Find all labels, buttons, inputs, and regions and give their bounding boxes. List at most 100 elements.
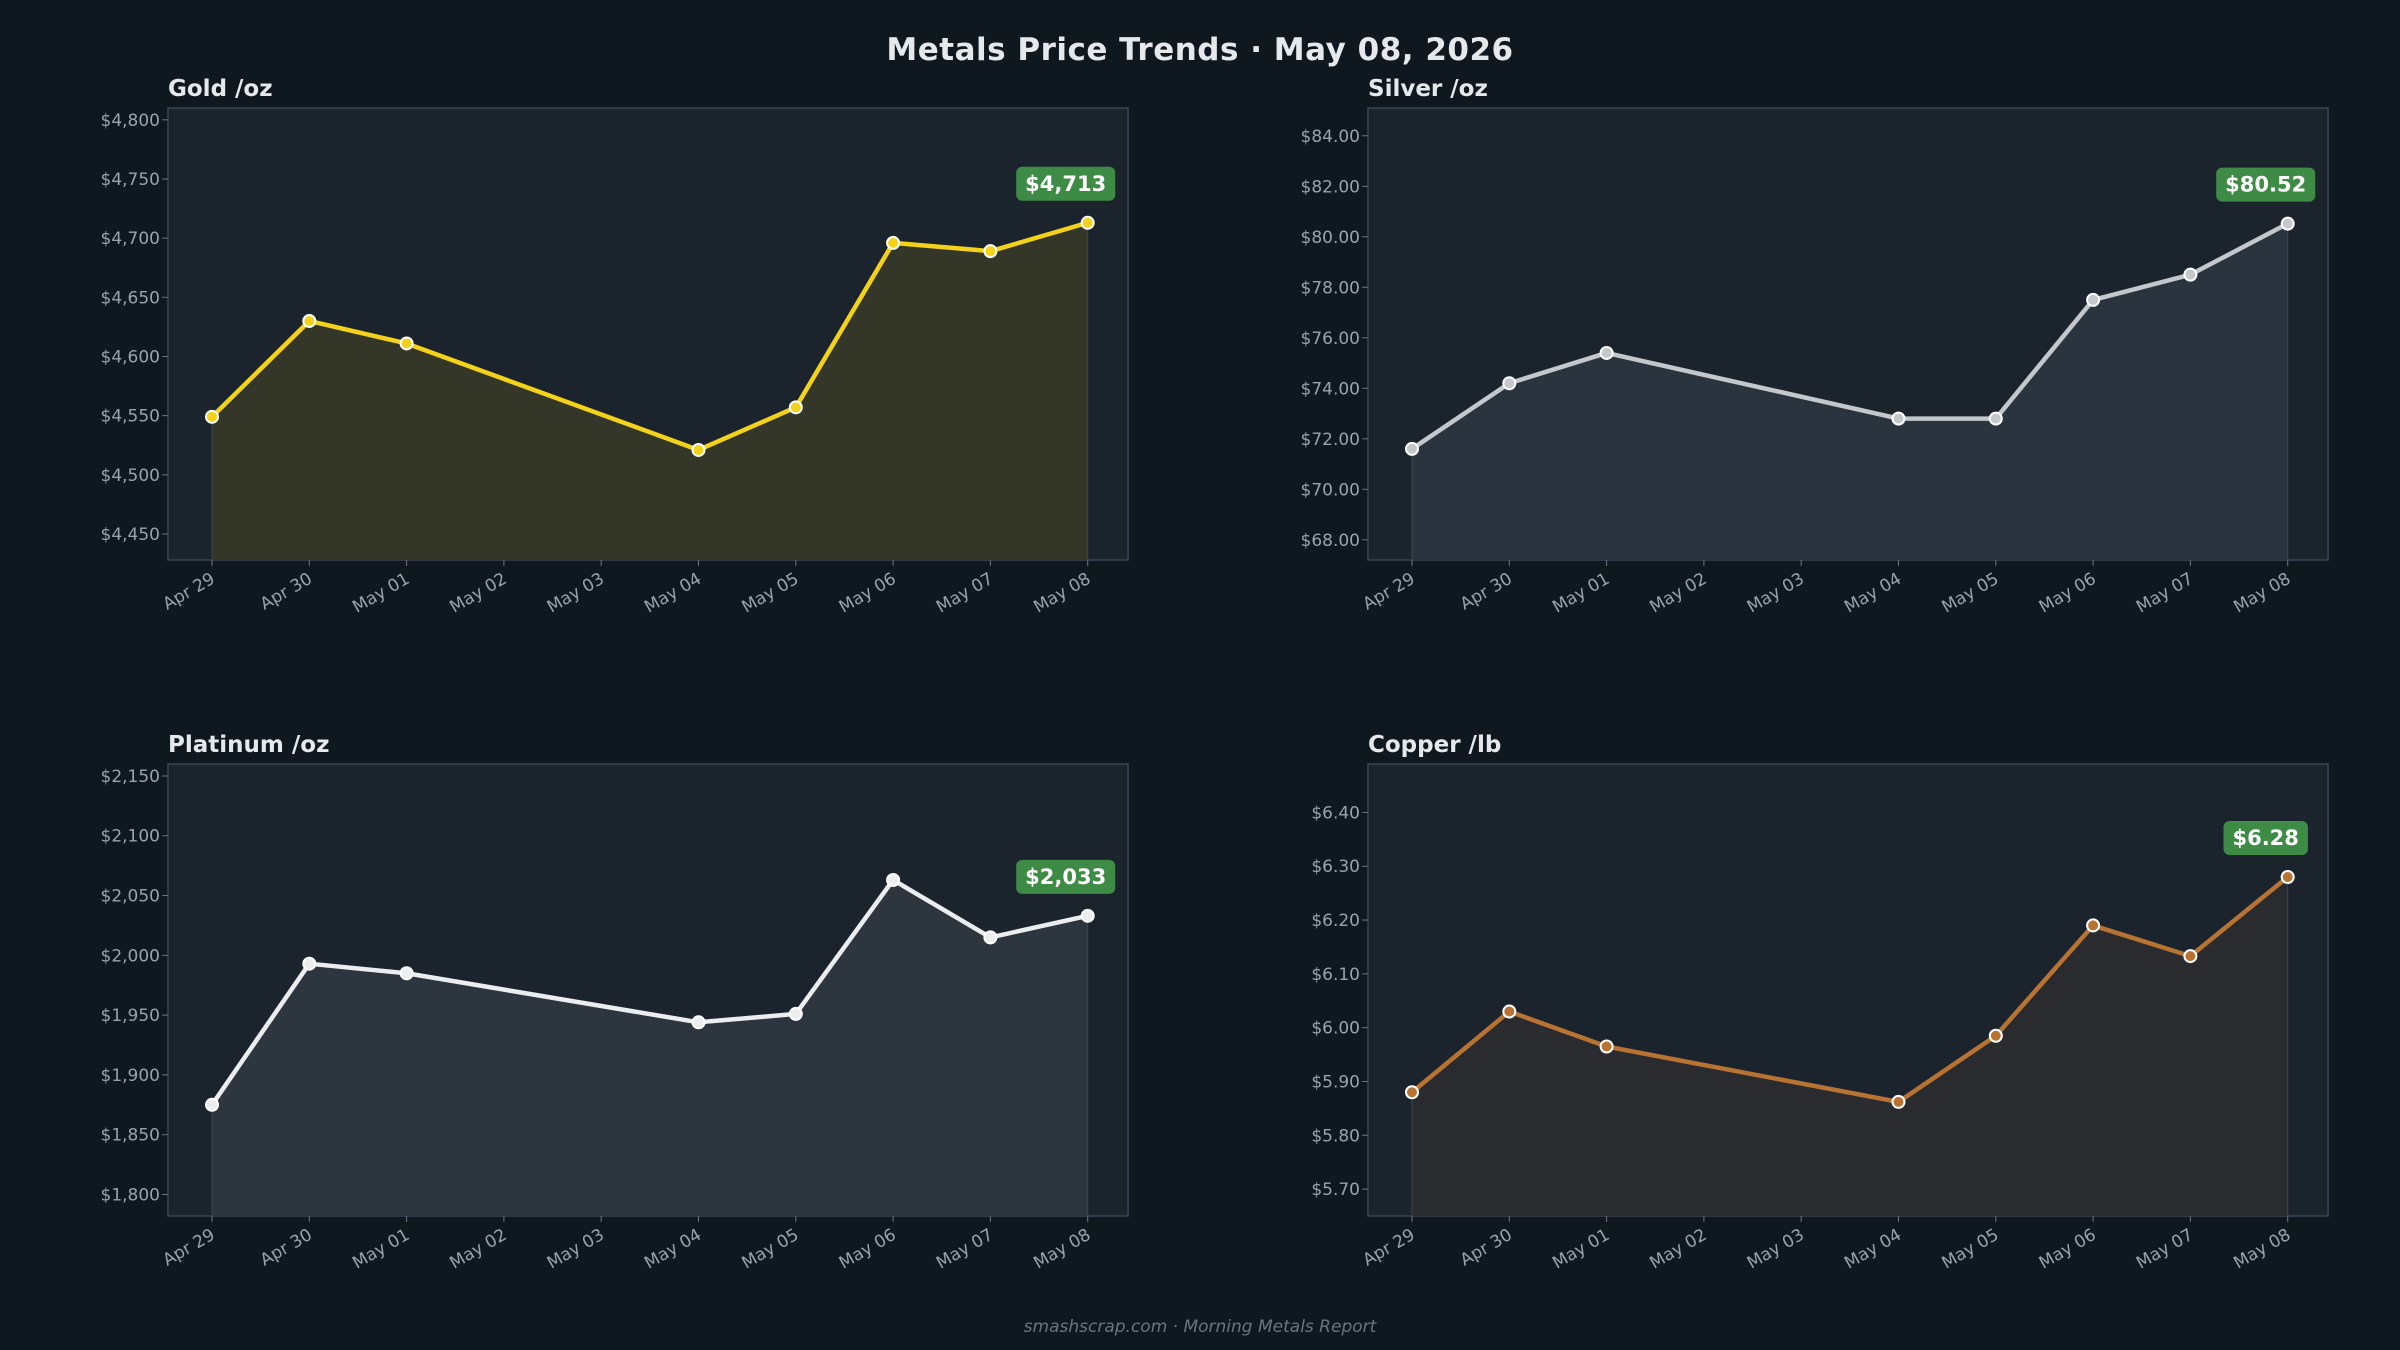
silver-y-tick-label: $74.00 [1301,379,1360,399]
gold-latest-value: $4,713 [1025,172,1106,196]
copper-y-tick-label: $5.90 [1311,1072,1360,1092]
platinum-x-tick-label: May 02 [447,1225,511,1273]
silver-y-tick-label: $76.00 [1301,329,1360,349]
gold-data-point [983,244,998,259]
copper-badge-bg [2223,821,2308,855]
gold-data-point [691,442,706,457]
copper-data-point [1988,1028,2003,1043]
copper-x-tick-label: May 08 [2230,1225,2294,1273]
platinum-y-tick-label: $1,900 [101,1066,160,1086]
gold-y-tick-label: $4,800 [101,111,160,131]
copper-y-tick-label: $6.40 [1311,803,1360,823]
platinum-price-line [210,877,1089,1107]
copper-x-tick-label: May 07 [2133,1225,2197,1273]
silver-latest-value: $80.52 [2225,173,2306,197]
silver-y-tick-label: $70.00 [1301,480,1360,500]
silver-data-point [1502,376,1517,391]
platinum-y-tick-label: $1,800 [101,1185,160,1205]
gold-data-point [788,400,803,415]
silver-data-point [2183,267,2198,282]
platinum-latest-value: $2,033 [1025,865,1106,889]
gold-x-tick-label: May 02 [447,569,511,617]
gold-y-tick-label: $4,700 [101,229,160,249]
platinum-badge-bg [1016,859,1116,894]
gold-data-point [886,235,901,250]
silver-x-tick-label: May 08 [2230,569,2294,617]
copper-data-point [2086,918,2101,933]
platinum-data-point [1080,908,1095,923]
gold-x-tick-label: May 06 [836,569,900,617]
platinum-y-tick-label: $1,950 [101,1006,160,1026]
platinum-y-tick-label: $2,150 [101,767,160,787]
gold-price-line [210,220,1089,453]
platinum-data-point [302,956,317,971]
copper-chart-title: Copper /lb [1368,732,1501,758]
platinum-data-point [399,966,414,981]
gold-chart-title: Gold /oz [168,76,273,102]
silver-y-tick-label: $84.00 [1301,127,1360,147]
copper-data-point [1891,1094,1906,1109]
copper-data-point [1502,1004,1517,1019]
platinum-x-tick-label: May 07 [933,1225,997,1273]
silver-x-tick-label: May 04 [1841,569,1905,617]
platinum-x-tick-label: May 08 [1030,1225,1094,1273]
copper-y-tick-label: $6.10 [1311,965,1360,985]
silver-data-point [1599,345,1614,360]
silver-y-tick-label: $82.00 [1301,177,1360,197]
platinum-data-point [886,872,901,887]
silver-data-point [1405,441,1419,456]
gold-x-tick-label: May 05 [738,569,802,617]
silver-chart: Silver /oz $68.00 $70.00 $72.00 $74.00 $76.00… [1301,76,2329,617]
gold-area-fill [212,222,1088,560]
gold-y-tick-label: $4,750 [101,170,160,190]
gold-chart: Gold /oz $4,450 $4,500 $4,550 $4,600 $4,650 $4… [101,76,1129,617]
platinum-data-point [205,1097,219,1112]
platinum-area-fill [212,879,1088,1216]
silver-y-tick-label: $68.00 [1301,531,1360,551]
silver-data-point [2280,216,2295,231]
platinum-x-tick-label: Apr 29 [160,1225,219,1271]
copper-latest-value: $6.28 [2232,826,2298,850]
copper-data-point [2280,870,2295,884]
silver-data-point [2086,292,2101,307]
silver-x-tick-label: Apr 29 [1360,569,1419,615]
silver-x-tick-label: May 06 [2036,569,2100,617]
silver-badge-bg [2216,167,2316,202]
platinum-data-point [983,930,998,945]
copper-x-tick-label: May 02 [1647,1225,1711,1273]
gold-x-tick-label: May 03 [544,569,608,617]
page-title: Metals Price Trends · May 08, 2026 [886,32,1514,68]
copper-x-tick-label: May 04 [1841,1225,1905,1273]
gold-x-tick-label: Apr 29 [160,569,219,615]
gold-y-tick-label: $4,650 [101,288,160,308]
gold-data-point [1080,215,1095,230]
silver-latest-badge: $80.52 [2216,167,2316,202]
silver-x-tick-label: Apr 30 [1457,569,1516,615]
platinum-x-tick-label: Apr 30 [257,1225,316,1271]
copper-y-tick-label: $6.30 [1311,857,1360,877]
platinum-latest-badge: $2,033 [1016,859,1116,894]
copper-x-tick-label: May 05 [1938,1225,2002,1273]
silver-area-fill [1412,223,2288,560]
silver-chart-title: Silver /oz [1368,76,1488,102]
copper-x-tick-label: May 01 [1549,1225,1613,1273]
platinum-y-tick-label: $2,100 [101,827,160,847]
footer-credit: smashscrap.com · Morning Metals Report [1023,1317,1377,1337]
silver-x-tick-label: May 03 [1744,569,1808,617]
copper-area-fill [1412,877,2288,1216]
gold-y-tick-label: $4,600 [101,347,160,367]
platinum-data-point [788,1006,803,1021]
platinum-x-tick-label: May 04 [641,1225,705,1273]
silver-x-tick-label: May 02 [1647,569,1711,617]
silver-price-line [1410,221,2289,451]
platinum-y-tick-label: $2,050 [101,887,160,907]
copper-data-point [2183,949,2198,964]
platinum-chart: Platinum /oz $1,800 $1,850 $1,900 $1,950 $2,0… [101,732,1129,1273]
gold-x-tick-label: May 01 [349,569,413,617]
silver-data-point [1891,411,1906,426]
copper-y-tick-label: $6.00 [1311,1019,1360,1039]
platinum-y-tick-label: $1,850 [101,1126,160,1146]
silver-x-tick-label: May 07 [2133,569,2197,617]
gold-data-point [399,336,414,351]
silver-x-tick-label: May 05 [1938,569,2002,617]
